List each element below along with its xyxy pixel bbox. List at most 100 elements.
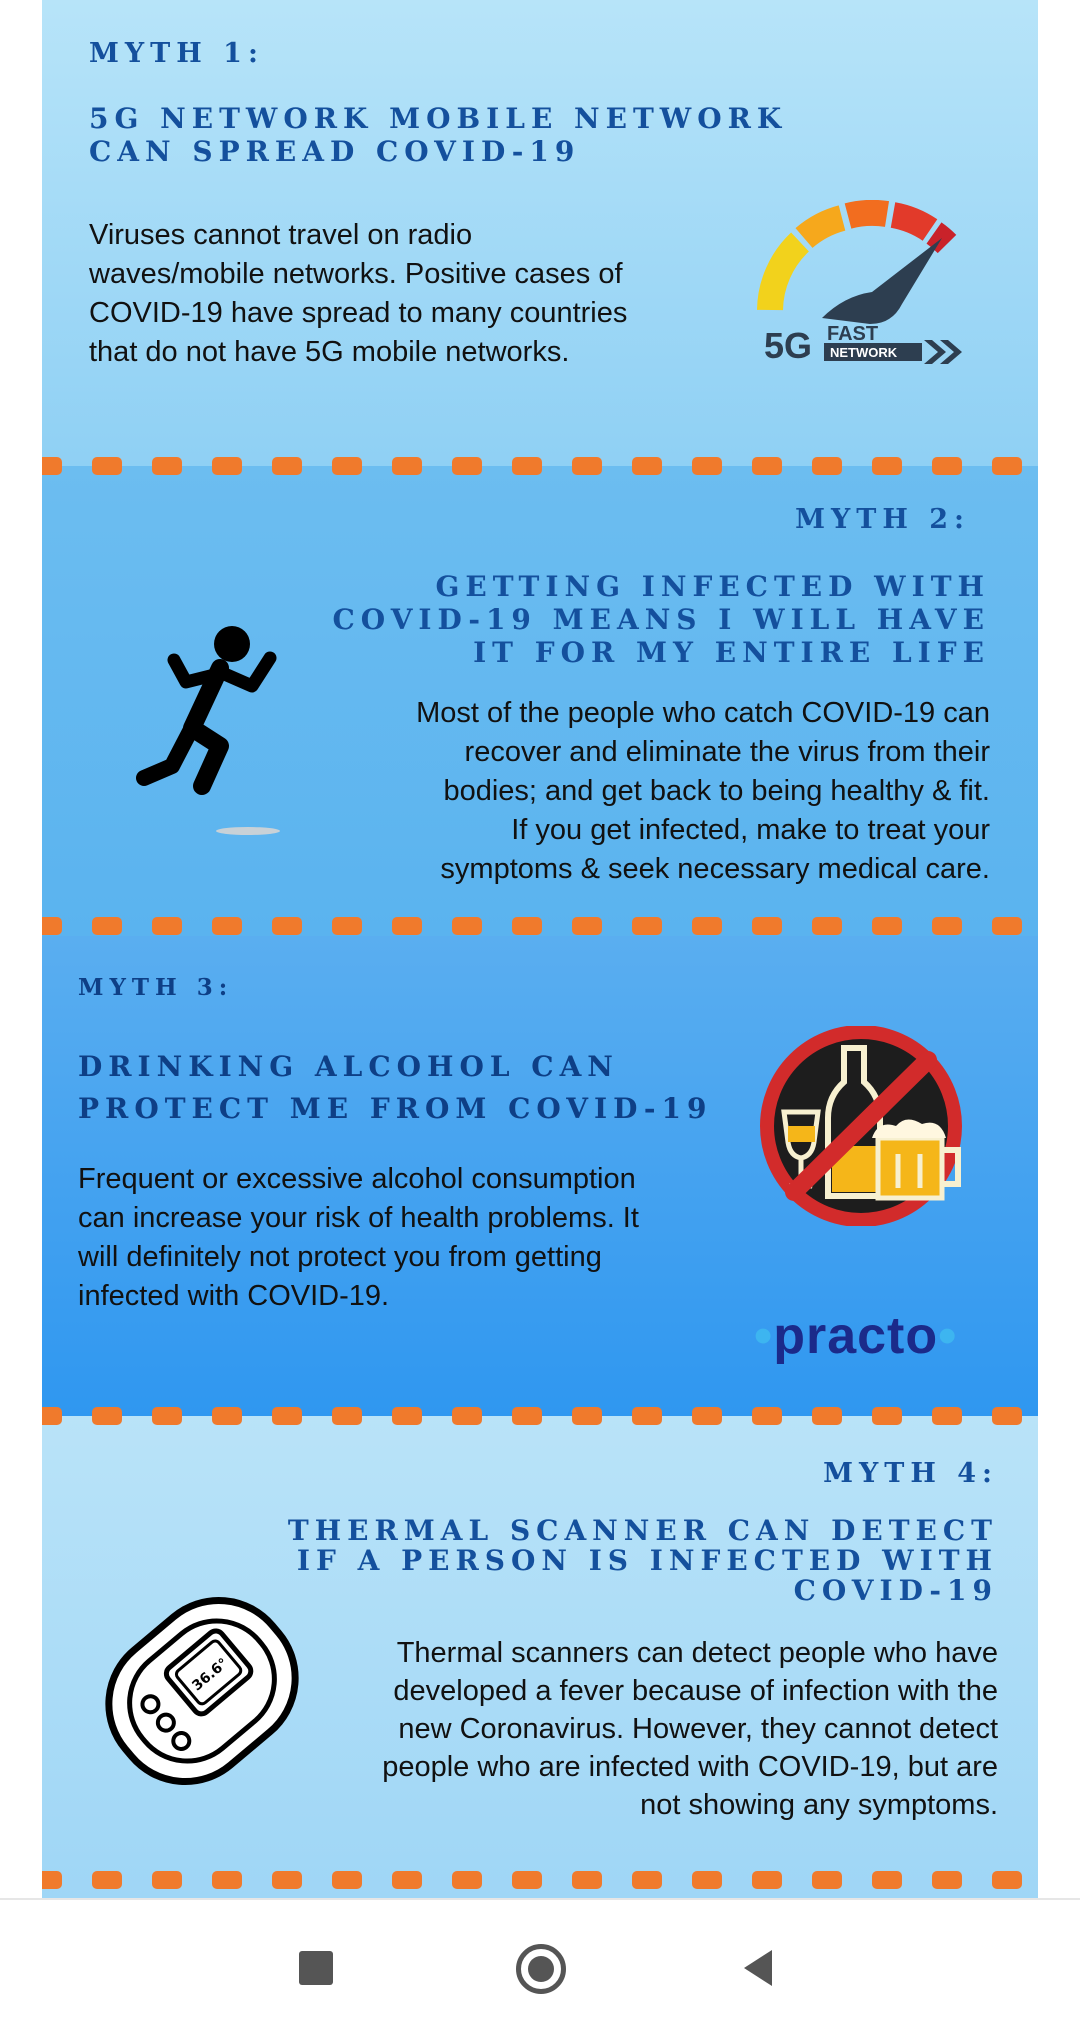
dash-segment <box>392 917 422 935</box>
myth-1-title-line: 5G NETWORK MOBILE NETWORK <box>89 102 788 135</box>
myth-4-body-line: not showing any symptoms. <box>640 1789 998 1821</box>
dash-segment <box>812 457 842 475</box>
dash-segment <box>692 457 722 475</box>
thermal-scanner-icon: 36.6° <box>105 1596 299 1786</box>
dash-segment <box>752 917 782 935</box>
dash-segment <box>872 457 902 475</box>
myth-2-title: GETTING INFECTED WITH COVID-19 MEANS I W… <box>333 570 990 669</box>
myth-1-section: MYTH 1: 5G NETWORK MOBILE NETWORK CAN SP… <box>42 0 1038 466</box>
dash-segment <box>272 1407 302 1425</box>
dash-segment <box>752 1871 782 1889</box>
dash-segment <box>572 917 602 935</box>
5g-text: 5G <box>764 325 812 366</box>
myth-3-body-line: Frequent or excessive alcohol consumptio… <box>78 1163 636 1195</box>
dash-segment <box>932 1407 962 1425</box>
myth-1-body-line: COVID-19 have spread to many countries <box>89 297 628 329</box>
back-icon <box>744 1950 772 1986</box>
myth-2-body-line: bodies; and get back to being healthy & … <box>443 775 990 807</box>
myth-3-title-line: PROTECT ME FROM COVID-19 <box>78 1092 713 1125</box>
dash-segment <box>812 917 842 935</box>
dash-segment <box>932 1871 962 1889</box>
myth-4-title: THERMAL SCANNER CAN DETECT IF A PERSON I… <box>288 1516 998 1606</box>
dash-segment <box>512 457 542 475</box>
myth-4-title-line: COVID-19 <box>793 1574 998 1607</box>
myth-4-body: Thermal scanners can detect people who h… <box>382 1634 998 1824</box>
dash-segment <box>212 917 242 935</box>
myth-2-body-line: recover and eliminate the virus from the… <box>464 736 990 768</box>
myth-2-section: MYTH 2: GETTING INFECTED WITH COVID-19 M… <box>42 466 1038 936</box>
dash-segment <box>692 1407 722 1425</box>
dash-segment <box>812 1871 842 1889</box>
dash-segment <box>572 457 602 475</box>
dash-segment <box>872 917 902 935</box>
dash-segment <box>752 1407 782 1425</box>
dash-segment <box>872 1871 902 1889</box>
myth-2-body-line: symptoms & seek necessary medical care. <box>440 853 990 885</box>
myth-2-body-line: Most of the people who catch COVID-19 ca… <box>416 697 990 729</box>
dash-segment <box>692 917 722 935</box>
back-button[interactable] <box>700 1900 820 2031</box>
myth-1-title-line: CAN SPREAD COVID-19 <box>89 135 581 168</box>
dash-segment <box>392 1407 422 1425</box>
dash-segment <box>272 917 302 935</box>
myth-4-body-line: developed a fever because of infection w… <box>393 1675 998 1707</box>
dash-segment <box>512 917 542 935</box>
dash-segment <box>992 1407 1022 1425</box>
dash-segment <box>932 917 962 935</box>
myth-1-body-line: that do not have 5G mobile networks. <box>89 336 570 368</box>
myth-4-title-line: THERMAL SCANNER CAN DETECT <box>287 1514 998 1547</box>
dash-segment <box>92 917 122 935</box>
dash-segment <box>212 1871 242 1889</box>
myth-2-label: MYTH 2: <box>795 504 970 535</box>
dash-segment <box>332 457 362 475</box>
dash-segment <box>692 1871 722 1889</box>
myth-3-title-line: DRINKING ALCOHOL CAN <box>78 1050 619 1083</box>
dash-segment <box>272 457 302 475</box>
dash-segment <box>452 1871 482 1889</box>
myth-1-body: Viruses cannot travel on radio waves/mob… <box>89 216 627 372</box>
dash-segment <box>452 457 482 475</box>
dash-segment <box>632 457 662 475</box>
practo-logo-text: practo <box>773 1307 939 1365</box>
dash-segment <box>152 457 182 475</box>
dash-segment <box>932 457 962 475</box>
myth-2-body-line: If you get infected, make to treat your <box>511 814 990 846</box>
myth-1-label: MYTH 1: <box>89 38 264 69</box>
dash-segment <box>42 457 62 475</box>
dash-segment <box>572 1871 602 1889</box>
dash-segment <box>92 457 122 475</box>
myth-4-label: MYTH 4: <box>823 1458 998 1489</box>
myth-3-body-line: infected with COVID-19. <box>78 1280 390 1312</box>
no-alcohol-icon <box>760 1026 962 1226</box>
myth-2-title-line: IT FOR MY ENTIRE LIFE <box>473 636 990 669</box>
dash-segment <box>212 1407 242 1425</box>
dash-segment <box>92 1407 122 1425</box>
dash-segment <box>452 1407 482 1425</box>
system-navigation-bar <box>0 1898 1080 2031</box>
practo-dot-right: • <box>938 1307 958 1365</box>
myth-1-title: 5G NETWORK MOBILE NETWORK CAN SPREAD COV… <box>89 102 787 168</box>
dash-segment <box>332 1871 362 1889</box>
dash-segment <box>632 1407 662 1425</box>
myth-1-body-line: waves/mobile networks. Positive cases of <box>89 258 623 290</box>
dash-segment <box>992 917 1022 935</box>
dash-segment <box>872 1407 902 1425</box>
dash-segment <box>992 1871 1022 1889</box>
myth-4-title-line: IF A PERSON IS INFECTED WITH <box>296 1544 998 1577</box>
myth-3-body: Frequent or excessive alcohol consumptio… <box>78 1160 639 1316</box>
dash-segment <box>42 1407 62 1425</box>
dash-segment <box>452 917 482 935</box>
running-person-icon <box>136 626 280 835</box>
home-button[interactable] <box>480 1900 600 2031</box>
myth-3-body-line: can increase your risk of health problem… <box>78 1202 639 1234</box>
network-text: NETWORK <box>830 345 898 360</box>
infographic: MYTH 1: 5G NETWORK MOBILE NETWORK CAN SP… <box>42 0 1038 1898</box>
dash-segment <box>512 1871 542 1889</box>
dash-segment <box>272 1871 302 1889</box>
dash-segment <box>42 917 62 935</box>
myth-2-title-line: COVID-19 MEANS I WILL HAVE <box>332 603 990 636</box>
dash-segment <box>332 1407 362 1425</box>
dash-segment <box>92 1871 122 1889</box>
dash-segment <box>572 1407 602 1425</box>
recent-apps-button[interactable] <box>256 1900 376 2031</box>
